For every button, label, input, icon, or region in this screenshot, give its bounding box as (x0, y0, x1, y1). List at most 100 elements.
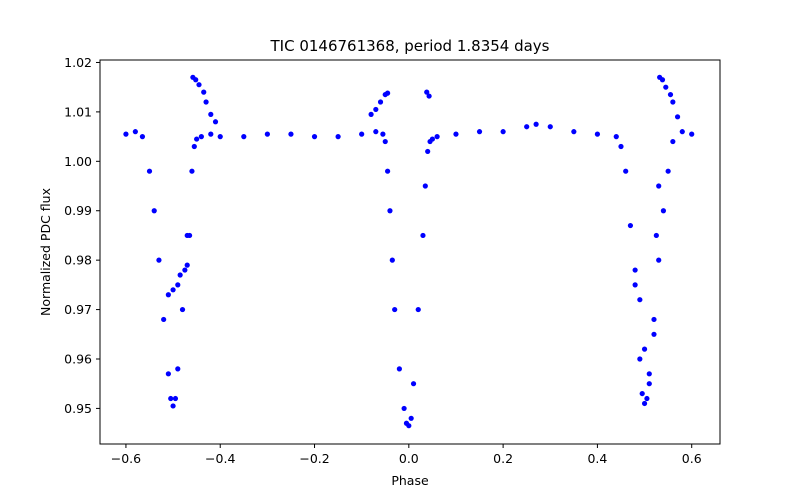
data-point (139, 134, 146, 140)
data-point (422, 183, 428, 189)
y-tick-label: 0.99 (64, 203, 92, 218)
data-point (182, 267, 188, 273)
data-point (651, 316, 657, 323)
data-point (264, 131, 270, 137)
data-point (660, 208, 667, 214)
data-point (382, 138, 388, 145)
data-point (194, 136, 200, 142)
y-tick-label: 1.00 (64, 154, 92, 169)
data-point (377, 99, 384, 105)
y-tick-label: 1.01 (64, 104, 92, 119)
data-point (177, 272, 183, 278)
data-point (380, 131, 386, 137)
data-point (198, 134, 204, 140)
data-point (415, 306, 421, 313)
data-point (156, 257, 162, 263)
data-point (426, 93, 432, 99)
data-point (186, 232, 193, 239)
x-tick-label: −0.2 (299, 451, 329, 466)
x-tick-label: −0.4 (205, 451, 235, 466)
data-point (385, 90, 391, 96)
data-point (396, 366, 402, 372)
data-point (667, 91, 674, 98)
data-point (632, 267, 638, 273)
data-point (368, 111, 374, 117)
data-point (476, 129, 483, 135)
data-point (659, 77, 666, 83)
data-point (335, 134, 341, 140)
data-point (453, 131, 459, 137)
data-point (533, 121, 539, 127)
chart-title: TIC 0146761368, period 1.8354 days (269, 37, 549, 55)
data-point (208, 131, 214, 137)
data-point (670, 99, 676, 105)
data-point (641, 400, 648, 407)
data-point (212, 119, 219, 125)
data-point (644, 395, 650, 402)
data-point (670, 138, 676, 145)
y-tick-label: 1.02 (64, 55, 92, 70)
y-tick-label: 0.98 (64, 253, 92, 268)
data-point (203, 99, 209, 105)
data-point (161, 316, 167, 323)
data-point (524, 124, 530, 130)
data-point (165, 292, 171, 298)
x-tick-label: −0.6 (111, 451, 141, 466)
data-point (288, 131, 294, 137)
data-point (193, 77, 199, 83)
data-point (653, 232, 659, 239)
data-point (429, 136, 435, 142)
data-point (208, 111, 214, 117)
data-point (434, 134, 440, 140)
data-point (613, 134, 619, 140)
data-point (217, 134, 223, 140)
data-point (123, 131, 129, 137)
data-point (184, 262, 190, 268)
x-tick-label: 0.2 (493, 451, 513, 466)
data-point (646, 381, 652, 387)
data-point (196, 82, 202, 88)
data-point (146, 168, 153, 174)
data-point (663, 84, 669, 90)
data-point (639, 390, 645, 397)
data-point (170, 287, 176, 293)
x-tick-label: 0.0 (399, 451, 419, 466)
data-point (674, 114, 681, 120)
x-axis-label: Phase (391, 473, 429, 488)
x-tick-label: 0.4 (587, 451, 607, 466)
data-point (132, 129, 138, 135)
y-tick-label: 0.96 (64, 351, 92, 366)
data-point (656, 183, 662, 189)
data-point (641, 346, 648, 352)
y-tick-label: 0.97 (64, 302, 92, 317)
data-point (632, 282, 638, 288)
data-point (665, 168, 671, 174)
data-point (637, 297, 643, 303)
y-axis-label: Normalized PDC flux (38, 188, 53, 316)
data-point (241, 134, 247, 140)
data-point (392, 306, 398, 313)
plot-frame (99, 59, 721, 445)
data-point (165, 371, 171, 377)
data-point (189, 168, 195, 174)
data-point (387, 208, 393, 214)
data-points (123, 74, 695, 429)
data-point (594, 131, 601, 137)
data-point (689, 131, 695, 137)
data-point (385, 168, 391, 174)
data-point (179, 306, 186, 313)
data-point (175, 282, 181, 288)
data-point (172, 395, 179, 402)
data-point (359, 131, 365, 137)
data-point (373, 106, 379, 113)
data-point (656, 257, 662, 263)
data-point (373, 129, 379, 135)
data-point (410, 381, 417, 387)
data-point (500, 129, 506, 135)
data-point (151, 208, 157, 214)
data-point (646, 371, 652, 377)
data-point (424, 89, 430, 95)
data-point (679, 129, 685, 135)
y-tick-label: 0.95 (64, 401, 92, 416)
